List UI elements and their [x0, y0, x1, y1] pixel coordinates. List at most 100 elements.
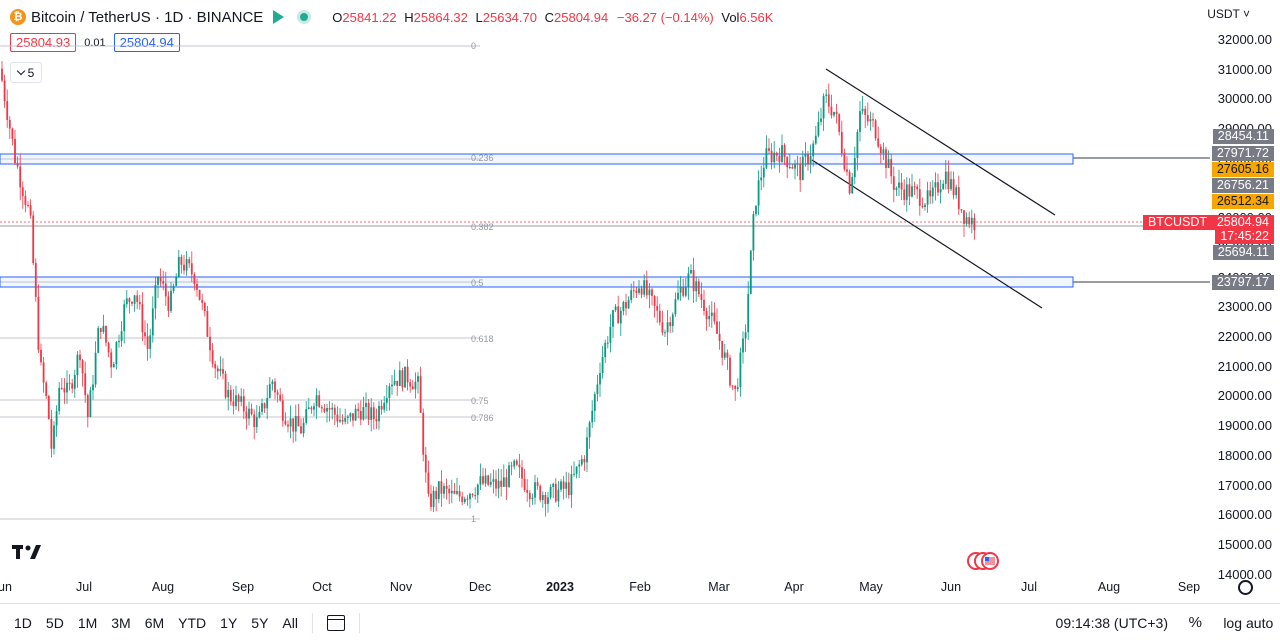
candle-body: [487, 475, 490, 485]
range-button-ytd[interactable]: YTD: [178, 614, 207, 631]
candle-body: [768, 148, 770, 151]
candle-body: [617, 306, 620, 324]
candle-body: [60, 387, 63, 389]
candle-body: [492, 479, 495, 482]
indicators-toggle-button[interactable]: 5: [10, 62, 42, 83]
candle-body: [846, 169, 848, 172]
range-button-3m[interactable]: 3M: [111, 614, 131, 631]
currency-selector[interactable]: USDT ˅: [1207, 7, 1250, 21]
candle-body: [508, 465, 510, 487]
candle-body: [281, 400, 284, 421]
candle-body: [349, 413, 352, 417]
open-value: 25841.22: [342, 9, 397, 25]
candle-body: [788, 166, 791, 168]
price-axis-label: 21000.00: [1217, 358, 1272, 374]
percent-toggle[interactable]: %: [1188, 614, 1202, 631]
candle-body: [237, 395, 240, 402]
range-button-5y[interactable]: 5Y: [251, 614, 269, 631]
price-axis-label: 31000.00: [1217, 61, 1272, 77]
candle-body: [942, 183, 945, 190]
candle-body: [640, 288, 643, 295]
fib-label-0236: 0.236: [471, 153, 494, 163]
candle-body: [404, 366, 406, 388]
symbol-title[interactable]: Bitcoin / TetherUS · 1D · BINANCE: [31, 8, 264, 26]
candle-body: [232, 401, 235, 407]
candle-body: [703, 299, 705, 311]
tradingview-logo-icon[interactable]: [12, 544, 42, 564]
candle-body: [963, 210, 965, 224]
sell-button[interactable]: 25804.93: [10, 33, 77, 52]
candle-body: [391, 384, 393, 387]
candle-body: [235, 395, 237, 407]
candle-body: [684, 287, 687, 296]
candle-body: [253, 414, 256, 428]
candle-body: [635, 290, 638, 293]
range-button-6m[interactable]: 6M: [144, 614, 165, 631]
candle-body: [37, 296, 40, 350]
candle-body: [463, 498, 466, 502]
candle-body: [157, 277, 159, 285]
range-button-1y[interactable]: 1Y: [220, 614, 238, 631]
candle-body: [606, 342, 609, 344]
currency-label: USDT: [1207, 7, 1240, 21]
candle-body: [645, 280, 648, 296]
price-axis-label: 19000.00: [1217, 418, 1272, 434]
range-button-all[interactable]: All: [282, 614, 298, 631]
candle-body: [547, 497, 549, 504]
candle-body: [783, 145, 786, 158]
candle-body: [105, 326, 107, 343]
candle-body: [690, 270, 692, 274]
candle-body: [11, 128, 14, 139]
candle-body: [578, 464, 581, 467]
candle-body: [872, 119, 874, 121]
candle-body: [614, 306, 617, 311]
range-button-1d[interactable]: 1D: [14, 614, 32, 631]
candle-body: [149, 335, 152, 349]
auto-toggle[interactable]: auto: [1246, 614, 1274, 631]
candle-body: [224, 373, 227, 398]
candle-body: [713, 312, 716, 322]
candle-body: [599, 373, 601, 385]
candle-body: [66, 382, 68, 393]
candle-body: [924, 204, 926, 207]
candle-body: [687, 273, 690, 288]
candle-body: [136, 295, 139, 302]
candle-body: [765, 148, 768, 168]
candle-body: [570, 474, 573, 495]
gear-icon[interactable]: [1238, 580, 1253, 595]
price-tag-26756: 26756.21: [1211, 178, 1274, 193]
candle-body: [92, 384, 94, 391]
events-flag-icon[interactable]: [966, 551, 1000, 571]
calendar-icon[interactable]: [326, 614, 345, 631]
clock[interactable]: 09:14:38 (UTC+3): [1055, 614, 1168, 631]
candle-body: [697, 281, 700, 295]
candle-body: [521, 467, 523, 479]
candle-body: [318, 395, 321, 407]
candle-body: [718, 333, 721, 341]
log-toggle[interactable]: log: [1223, 614, 1242, 631]
candle-body: [731, 385, 734, 387]
buy-button[interactable]: 25804.94: [113, 33, 180, 52]
candle-body: [809, 156, 812, 164]
candle-body: [588, 422, 591, 438]
candle-body: [500, 480, 503, 487]
candle-body: [131, 301, 133, 304]
candle-body: [1, 68, 3, 81]
range-button-1m[interactable]: 1M: [77, 614, 98, 631]
price-tag-27605: 27605.16: [1211, 162, 1274, 177]
candle-body: [141, 304, 144, 333]
range-button-5d[interactable]: 5D: [45, 614, 64, 631]
candle-body: [417, 376, 419, 382]
candle-body: [968, 217, 971, 225]
candle-body: [794, 163, 796, 169]
candle-body: [123, 304, 126, 332]
candle-body: [557, 489, 560, 502]
flag-icon[interactable]: [273, 10, 285, 24]
close-value: 25804.94: [554, 9, 609, 25]
candle-body: [554, 483, 557, 502]
candle-body: [562, 481, 565, 489]
candle-body: [336, 414, 339, 422]
candle-body: [749, 250, 752, 294]
candle-body: [580, 459, 583, 465]
